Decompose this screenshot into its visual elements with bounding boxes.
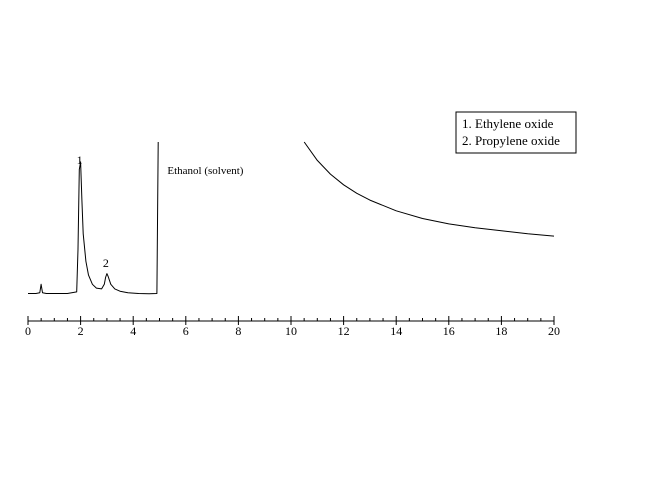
x-tick-label: 18 (495, 324, 507, 338)
x-tick-label: 2 (78, 324, 84, 338)
x-tick-label: 8 (235, 324, 241, 338)
plot-area (28, 141, 555, 295)
x-tick-label: 12 (338, 324, 350, 338)
x-tick-label: 6 (183, 324, 189, 338)
chromatogram-trace-1 (28, 141, 159, 295)
x-tick-label: 4 (130, 324, 136, 338)
x-tick-label: 16 (443, 324, 455, 338)
peak-label-1: 1 (77, 153, 83, 167)
x-axis: 0 2 4 6 8 10 12 14 16 18 20 (25, 316, 560, 338)
x-tick-label: 14 (390, 324, 402, 338)
legend: 1. Ethylene oxide 2. Propylene oxide (455, 111, 577, 154)
chromatogram-trace-2 (303, 141, 555, 237)
legend-box (455, 111, 577, 154)
solvent-annotation: Ethanol (solvent) (167, 165, 243, 177)
legend-entry: 1. Ethylene oxide (462, 116, 554, 131)
x-tick-label: 10 (285, 324, 297, 338)
x-tick-label: 20 (548, 324, 560, 338)
x-tick-label: 0 (25, 324, 31, 338)
legend-entry: 2. Propylene oxide (462, 133, 560, 148)
annotations: 1 2 Ethanol (solvent) (77, 153, 244, 270)
peak-label-2: 2 (103, 256, 109, 270)
